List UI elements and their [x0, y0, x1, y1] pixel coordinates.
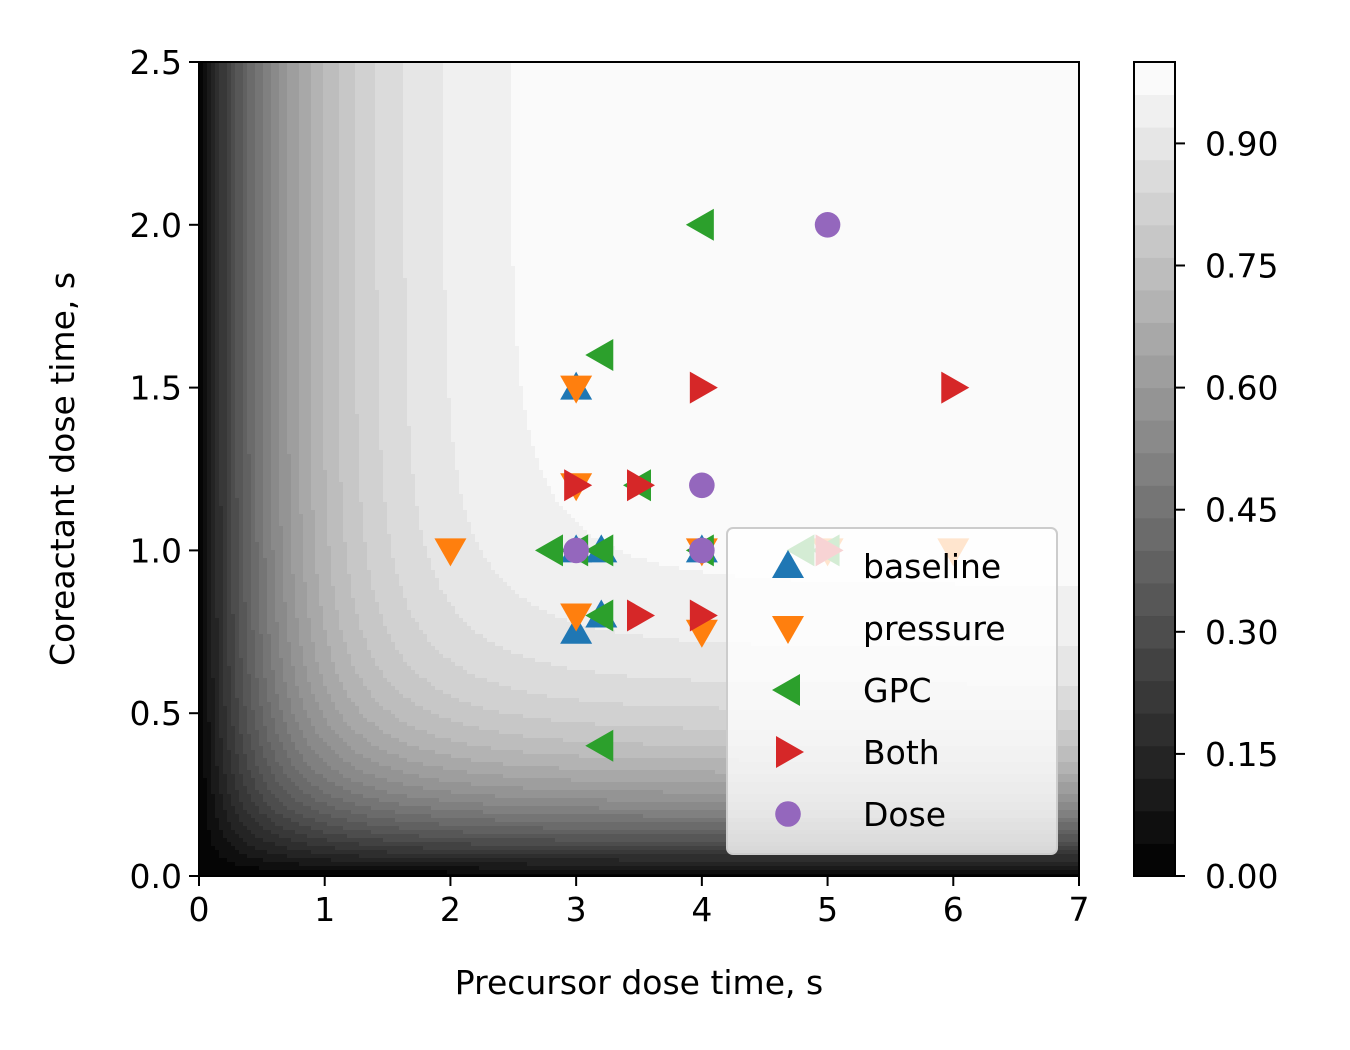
colorbar-band — [1134, 387, 1175, 421]
y-tick-label: 1.0 — [130, 531, 182, 570]
colorbar-band — [1134, 322, 1175, 356]
data-point-gpc — [585, 599, 614, 632]
colorbar-band — [1134, 289, 1175, 323]
y-tick-label: 2.0 — [130, 206, 182, 245]
colorbar-band — [1134, 224, 1175, 258]
colorbar-band — [1134, 355, 1175, 389]
data-point-gpc — [585, 534, 614, 567]
colorbar-tick-label: 0.60 — [1205, 369, 1278, 408]
colorbar-band — [1134, 62, 1175, 96]
data-point-pressure — [560, 375, 593, 404]
colorbar-band — [1134, 517, 1175, 551]
colorbar-band — [1134, 810, 1175, 844]
data-point-dose — [563, 537, 589, 564]
legend-label: pressure — [863, 609, 1006, 648]
colorbar-band — [1134, 582, 1175, 617]
data-point-both — [627, 469, 655, 502]
colorbar-tick-label: 0.30 — [1205, 613, 1278, 652]
y-axis-title: Coreactant dose time, s — [43, 272, 82, 666]
colorbar-band — [1134, 127, 1175, 161]
x-tick-label: 0 — [189, 890, 210, 929]
x-axis: 0 1 2 3 4 5 6 7 — [189, 876, 1090, 929]
colorbar-band — [1134, 615, 1175, 649]
data-point-dose — [814, 212, 841, 238]
colorbar-tick-label: 0.75 — [1205, 247, 1278, 286]
colorbar-band — [1134, 159, 1175, 193]
legend-box — [726, 527, 1058, 855]
legend-marker-dose — [775, 801, 801, 827]
data-point-both — [941, 371, 970, 404]
data-point-pressure — [560, 603, 593, 632]
y-tick-label: 1.5 — [130, 369, 182, 408]
data-point-both — [627, 599, 655, 632]
colorbar-tick-label: 0.15 — [1205, 735, 1278, 774]
colorbar-band — [1134, 648, 1175, 682]
colorbar-band — [1134, 485, 1175, 519]
x-tick-label: 2 — [440, 890, 461, 929]
x-tick-label: 7 — [1069, 890, 1090, 929]
colorbar-band — [1134, 843, 1175, 877]
legend-entry-both: Both — [776, 733, 940, 772]
legend-label: Dose — [863, 795, 946, 834]
plot-frame — [198, 61, 1080, 877]
legend-entry-baseline: baseline — [772, 547, 1001, 586]
y-tick-label: 2.5 — [130, 43, 182, 82]
legend: baseline pressure GPC Both Dose — [726, 527, 1058, 855]
data-point-gpc — [535, 534, 563, 567]
legend-label: GPC — [863, 671, 932, 710]
x-axis-title: Precursor dose time, s — [455, 963, 823, 1002]
y-tick-label: 0.5 — [130, 694, 182, 733]
colorbar-band — [1134, 713, 1175, 747]
colorbar-band — [1134, 452, 1175, 486]
data-point-both — [689, 371, 718, 404]
legend-marker-baseline — [772, 550, 804, 578]
colorbar-band — [1134, 745, 1175, 779]
colorbar-band — [1134, 257, 1175, 291]
legend-entry-pressure: pressure — [772, 609, 1006, 648]
colorbar-tick-label: 0.90 — [1205, 124, 1278, 163]
legend-entry-dose: Dose — [775, 795, 946, 834]
data-point-gpc — [585, 729, 614, 762]
colorbar-tick-label: 0.45 — [1205, 491, 1278, 530]
x-tick-label: 1 — [314, 890, 335, 929]
data-point-dose — [689, 537, 715, 564]
x-tick-label: 5 — [817, 890, 838, 929]
series-dose — [563, 212, 841, 564]
colorbar: 0.00 0.15 0.30 0.45 0.60 0.75 0.90 — [1133, 61, 1278, 896]
y-tick-label: 0.0 — [130, 857, 182, 896]
colorbar-band — [1134, 550, 1175, 584]
data-point-gpc — [585, 339, 614, 372]
data-point-pressure — [434, 538, 467, 567]
legend-marker-pressure — [772, 616, 804, 644]
colorbar-band — [1134, 192, 1175, 226]
legend-label: baseline — [863, 547, 1001, 586]
data-point-dose — [689, 472, 715, 499]
data-point-both — [689, 599, 718, 632]
scatter-markers — [434, 208, 970, 762]
legend-label: Both — [863, 733, 940, 772]
x-tick-label: 6 — [943, 890, 964, 929]
colorbar-band — [1134, 94, 1175, 128]
legend-entry-gpc: GPC — [772, 671, 932, 710]
colorbar-frame — [1133, 61, 1176, 877]
series-both — [564, 371, 970, 632]
colorbar-band — [1134, 680, 1175, 714]
x-tick-label: 3 — [566, 890, 587, 929]
legend-marker-both — [776, 736, 804, 768]
x-tick-label: 4 — [691, 890, 712, 929]
data-point-both — [564, 469, 593, 502]
colorbar-tick-label: 0.00 — [1205, 857, 1278, 896]
legend-marker-gpc — [772, 674, 800, 706]
colorbar-band — [1134, 420, 1175, 454]
data-point-gpc — [685, 208, 714, 241]
y-axis: 0.0 0.5 1.0 1.5 2.0 2.5 — [130, 43, 199, 896]
colorbar-band — [1134, 778, 1175, 812]
